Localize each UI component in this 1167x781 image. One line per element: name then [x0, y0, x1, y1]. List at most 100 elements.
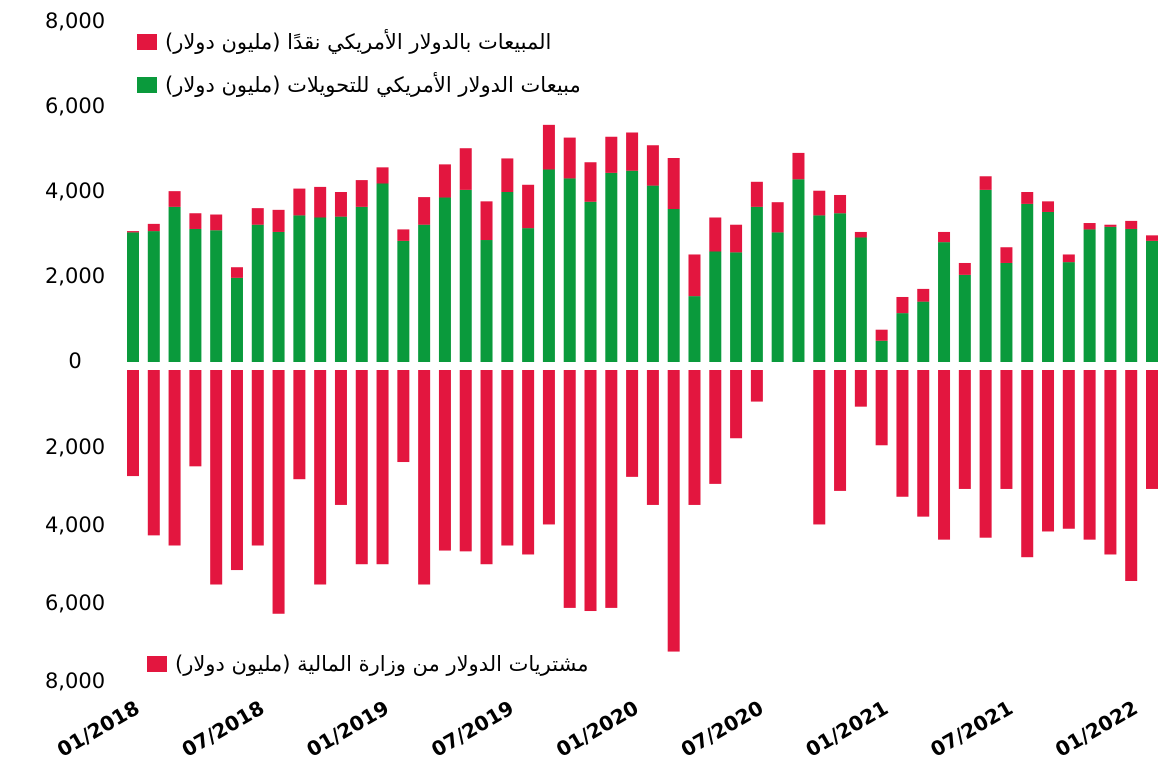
- bar-segment: [605, 172, 618, 362]
- bar: [251, 370, 264, 546]
- bar: [230, 370, 243, 571]
- bar-segment: [938, 231, 951, 243]
- y-tick-label: 4,000: [45, 513, 105, 537]
- bar: [605, 370, 618, 608]
- bar-segment: [480, 201, 493, 241]
- bar: [646, 370, 659, 505]
- bar-segment: [958, 262, 971, 275]
- bar-segment: [293, 188, 306, 216]
- bar: [397, 370, 410, 463]
- bar-segment: [501, 158, 514, 192]
- y-tick-label: 6,000: [45, 94, 105, 118]
- bar: [355, 370, 368, 565]
- bar: [1146, 370, 1158, 489]
- x-tick-label: 07/2021: [926, 696, 1017, 762]
- bar-segment: [1000, 247, 1013, 263]
- bar: [542, 370, 555, 525]
- legend-swatch: [137, 34, 157, 50]
- x-tick-label: 01/2018: [53, 696, 144, 762]
- bar: [334, 370, 347, 505]
- bar-segment: [168, 206, 181, 362]
- bar: [210, 370, 223, 585]
- bar-segment: [251, 208, 264, 225]
- bar-segment: [542, 124, 555, 170]
- y-tick-label: 8,000: [45, 669, 105, 693]
- bar-segment: [1021, 192, 1034, 204]
- bar-segment: [293, 215, 306, 362]
- bar-segment: [1000, 262, 1013, 362]
- bar: [896, 370, 909, 497]
- bar: [1021, 370, 1034, 558]
- x-tick-label: 01/2022: [1051, 696, 1142, 762]
- bar-segment: [355, 180, 368, 207]
- bar: [854, 370, 867, 407]
- x-tick-label: 01/2019: [302, 696, 393, 762]
- bar-segment: [750, 206, 763, 362]
- bar: [459, 370, 472, 552]
- bar: [1000, 370, 1013, 489]
- bar-segment: [147, 223, 160, 232]
- bar-segment: [189, 228, 202, 362]
- bar: [917, 370, 930, 517]
- y-tick-label: 2,000: [45, 264, 105, 288]
- bar-segment: [459, 148, 472, 190]
- bar: [709, 370, 722, 484]
- bar-segment: [397, 229, 410, 241]
- y-tick-label: 0: [68, 349, 81, 373]
- bar-segment: [667, 209, 680, 362]
- bar-segment: [896, 296, 909, 314]
- bar: [958, 370, 971, 489]
- bar-segment: [1062, 254, 1075, 263]
- bar-segment: [1125, 220, 1138, 229]
- legend-swatch: [147, 656, 167, 672]
- bar-segment: [542, 169, 555, 362]
- bar: [1083, 370, 1096, 540]
- bar-segment: [688, 254, 701, 297]
- bar-segment: [792, 152, 805, 180]
- bar-segment: [709, 251, 722, 362]
- bar-segment: [730, 252, 743, 362]
- y-tick-label: 2,000: [45, 435, 105, 459]
- legend-label: مبيعات الدولار الأمريكي للتحويلات (مليون…: [165, 73, 581, 97]
- bar-segment: [314, 217, 327, 362]
- bar-segment: [605, 136, 618, 173]
- bar-segment: [1021, 203, 1034, 362]
- bar-segment: [501, 192, 514, 362]
- bar-segment: [272, 231, 285, 362]
- bar-segment: [251, 224, 264, 362]
- bar-segment: [1083, 223, 1096, 230]
- bar-segment: [771, 202, 784, 233]
- bar-segment: [626, 170, 639, 362]
- bar: [813, 370, 826, 525]
- x-tick-label: 01/2020: [552, 696, 643, 762]
- bar-segment: [563, 178, 576, 362]
- bar-segment: [646, 145, 659, 186]
- bar-segment: [896, 313, 909, 362]
- bar-segment: [834, 194, 847, 214]
- x-tick-label: 07/2019: [427, 696, 518, 762]
- legend-item: المبيعات بالدولار الأمريكي نقدًا (مليون …: [137, 30, 551, 54]
- bar: [750, 370, 763, 402]
- bar: [834, 370, 847, 491]
- bar-segment: [563, 137, 576, 179]
- bar: [272, 370, 285, 614]
- bar-segment: [646, 185, 659, 362]
- bar: [293, 370, 306, 480]
- bar-segment: [813, 190, 826, 216]
- bar-segment: [189, 213, 202, 229]
- y-tick-label: 8,000: [45, 9, 105, 33]
- x-tick-label: 07/2020: [677, 696, 768, 762]
- bar-segment: [418, 224, 431, 362]
- bar: [688, 370, 701, 505]
- bar-segment: [438, 164, 451, 198]
- bar-segment: [979, 176, 992, 190]
- bar-segment: [480, 240, 493, 362]
- bar-segment: [1083, 229, 1096, 362]
- bar: [979, 370, 992, 538]
- bar-segment: [875, 329, 888, 341]
- bar-segment: [1125, 228, 1138, 362]
- bar-segment: [667, 158, 680, 209]
- bar-segment: [917, 301, 930, 362]
